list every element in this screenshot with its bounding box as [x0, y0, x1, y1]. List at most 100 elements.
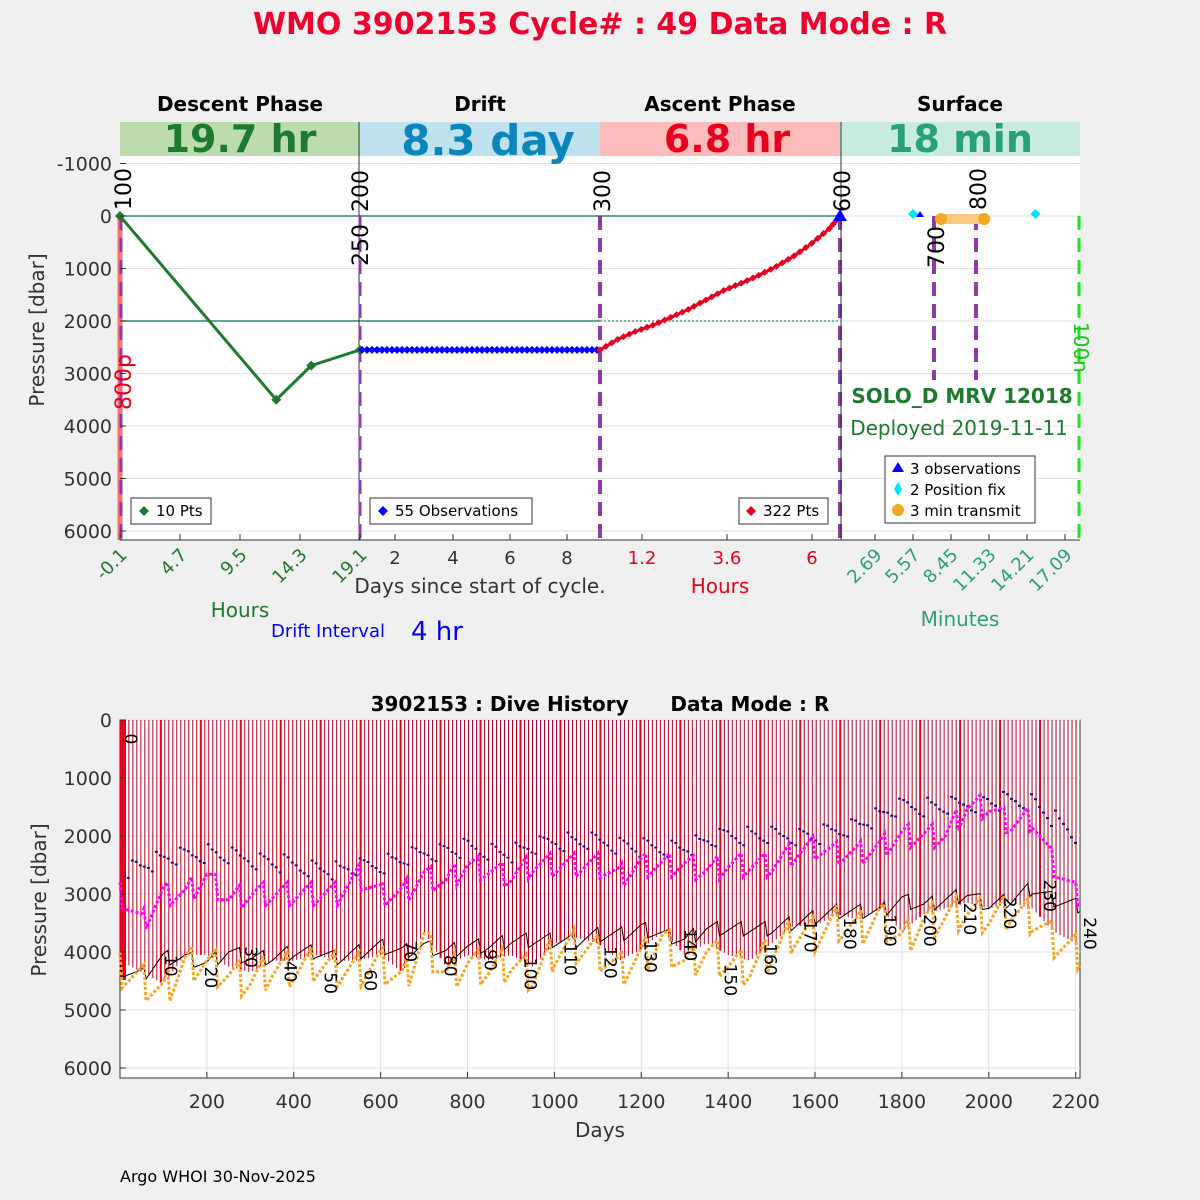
legend-drift-marker [378, 506, 388, 516]
cycle-number-label: 170 [799, 920, 819, 952]
drift-point [573, 345, 581, 354]
legend-drift [369, 497, 533, 525]
legend-tx-label: 3 min transmit [910, 502, 1021, 520]
drift-point [378, 345, 386, 354]
cycle-number-label: 70 [400, 940, 420, 962]
drift-point [568, 345, 576, 354]
drift-point [468, 345, 476, 354]
drift-point [533, 345, 541, 354]
position-fix-point [908, 209, 919, 219]
drift-tick-label: 4 [447, 548, 458, 569]
ascent-point [737, 279, 745, 287]
surface-tick-label: 2.69 [843, 545, 886, 588]
event-label-250: 250 [349, 224, 374, 266]
phase-name-surface: Surface [917, 92, 1003, 116]
bottom-x-tick-label: 2000 [965, 1091, 1013, 1113]
surface-obs-marker [833, 209, 847, 221]
cycle-number-label: 190 [879, 914, 899, 946]
top-y-tick-label: 2000 [64, 311, 112, 333]
phase-duration-drift: 8.3 day [401, 116, 575, 165]
cycle-number-label: 230 [1039, 880, 1059, 912]
descent-tick-label: 4.7 [156, 545, 191, 580]
ascent-point [820, 230, 828, 237]
drift-point [473, 345, 481, 354]
bottom-x-tick-label: 1200 [617, 1091, 665, 1113]
legend-descent-marker [139, 506, 149, 516]
phase-band-ascent [600, 122, 840, 156]
drift-point [388, 345, 396, 354]
max-pressure-line [118, 890, 1082, 1005]
ascent-point [690, 302, 698, 310]
transmit-point [934, 213, 947, 225]
drift-point [463, 345, 471, 354]
drift-point [588, 345, 596, 354]
ascent-point [655, 319, 663, 327]
bottom-x-tick-label: 1400 [704, 1091, 752, 1113]
legend-obs-label: 3 observations [910, 460, 1021, 478]
legend-drift-label: 55 Observations [395, 502, 518, 520]
cycle-number-label: 20 [200, 967, 220, 989]
drift-interval-value: 4 hr [411, 617, 463, 647]
ascent-tick-label: 3.6 [713, 548, 742, 569]
bottom-x-tick-label: 200 [189, 1091, 225, 1113]
drift-point [493, 345, 501, 354]
drift-point [383, 345, 391, 354]
top-y-axis-label: Pressure [dbar] [25, 253, 49, 406]
drift-point [513, 345, 521, 354]
top-y-tick-label: 3000 [64, 364, 112, 386]
ascent-point [761, 268, 769, 276]
drift-point [368, 345, 376, 354]
ascent-tick-label: 6 [806, 548, 817, 569]
drift-point [538, 345, 546, 354]
drift-point [453, 345, 461, 354]
cycle-number-label: 120 [599, 946, 619, 978]
ascent-point [602, 342, 610, 350]
bottom-y-tick-label: 1000 [64, 768, 112, 790]
drift-point [563, 345, 571, 354]
ascent-point [631, 328, 639, 335]
ascent-point [637, 325, 645, 333]
drift-point [528, 345, 536, 354]
top-y-tick-label: 4000 [64, 416, 112, 438]
top-y-tick-label: 5000 [64, 469, 112, 491]
descent-tick-label: -0.1 [92, 545, 132, 585]
bottom-y-tick-label: 2000 [64, 826, 112, 848]
phase-duration-descent: 19.7 hr [164, 117, 317, 161]
main-title: WMO 3902153 Cycle# : 49 Data Mode : R [253, 7, 947, 42]
drift-point [518, 345, 526, 354]
ascent-point [714, 290, 722, 298]
ascent-point [731, 282, 739, 290]
top-y-tick-label: 0 [100, 206, 112, 228]
cycle-number-label: 30 [240, 946, 260, 968]
ascent-point [749, 274, 757, 282]
drift-point [558, 345, 566, 354]
cycle-number-label: 210 [959, 903, 979, 935]
event-label-200: 200 [349, 170, 374, 212]
cycle-number-label: 140 [679, 929, 699, 961]
bottom-y-tick-label: 4000 [64, 942, 112, 964]
drift-x-label: Days since start of cycle. [354, 574, 605, 598]
event-label-600: 600 [831, 170, 856, 212]
cycle-number-label: 130 [639, 940, 659, 972]
bottom-x-tick-label: 400 [276, 1091, 312, 1113]
transmit-point [978, 213, 991, 225]
ascent-point [825, 225, 833, 233]
legend-tx-marker [892, 504, 904, 516]
surface-tick-label: 17.09 [1025, 545, 1076, 596]
ascent-point [725, 284, 733, 292]
cycle-number-label: 160 [759, 943, 779, 975]
ascent-point [708, 293, 716, 301]
dive-history-chart: 3902153 : Dive History Data Mode : R 0 10… [27, 692, 1100, 1142]
ascent-point [667, 313, 675, 321]
ascent-point [684, 305, 692, 313]
cycle-number-label: 220 [999, 897, 1019, 929]
cycle-number-label: 150 [719, 964, 739, 996]
ascent-point [702, 296, 710, 304]
bottom-y-tick-label: 0 [100, 710, 112, 732]
cycle-number-label: 80 [440, 955, 460, 977]
event-label-100n: 100n [1069, 322, 1093, 373]
drift-point [503, 345, 511, 354]
ascent-point [608, 339, 616, 347]
drift-point [483, 345, 491, 354]
bottom-x-tick-label: 2200 [1051, 1091, 1099, 1113]
